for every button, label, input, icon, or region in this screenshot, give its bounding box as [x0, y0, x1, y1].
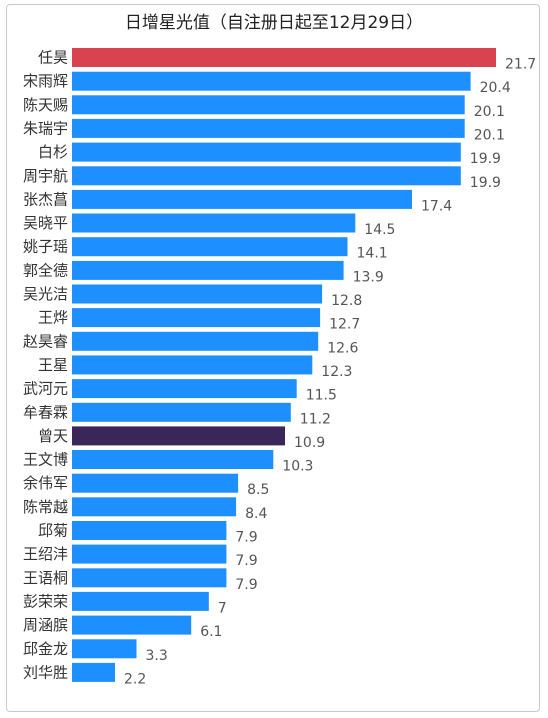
value-label-4: 19.9 — [470, 151, 501, 167]
bar-9 — [72, 260, 344, 280]
bar-20 — [72, 521, 227, 540]
category-label-0: 任昊 — [38, 49, 68, 67]
category-label-3: 朱瑞宇 — [23, 119, 68, 137]
bar-10 — [72, 284, 323, 304]
category-label-14: 武河元 — [23, 380, 68, 398]
category-label-20: 邱菊 — [38, 522, 68, 540]
category-label-25: 邱金龙 — [23, 640, 68, 658]
category-label-12: 赵昊睿 — [23, 332, 68, 350]
category-label-9: 郭全德 — [23, 261, 68, 279]
bar-21 — [72, 544, 227, 564]
bar-25 — [72, 639, 137, 659]
bar-4 — [72, 142, 461, 162]
value-label-13: 12.3 — [321, 364, 352, 380]
bar-6 — [72, 189, 412, 209]
value-label-11: 12.7 — [329, 317, 360, 333]
bar-18 — [72, 473, 239, 493]
category-label-6: 张杰菖 — [23, 190, 68, 208]
category-label-1: 宋雨辉 — [23, 72, 68, 90]
value-label-3: 20.1 — [474, 127, 505, 143]
category-label-11: 王烨 — [38, 309, 68, 327]
category-label-19: 陈常越 — [23, 498, 68, 516]
value-label-23: 7 — [218, 600, 227, 616]
value-label-24: 6.1 — [200, 624, 222, 640]
bar-2 — [72, 95, 465, 115]
value-label-1: 20.4 — [480, 80, 511, 96]
category-label-5: 周宇航 — [23, 167, 68, 185]
category-label-16: 曾天 — [38, 427, 68, 445]
value-label-12: 12.6 — [327, 340, 358, 356]
category-label-26: 刘华胜 — [23, 663, 68, 681]
bar-23 — [72, 591, 209, 611]
bar-3 — [72, 118, 465, 138]
value-label-19: 8.4 — [245, 506, 267, 522]
value-label-10: 12.8 — [331, 293, 362, 309]
bar-17 — [72, 450, 274, 469]
bar-5 — [72, 166, 461, 186]
bar-24 — [72, 615, 192, 635]
category-label-22: 王语桐 — [23, 569, 68, 587]
bar-11 — [72, 308, 321, 328]
value-label-7: 14.5 — [364, 222, 395, 238]
value-label-0: 21.7 — [505, 57, 536, 73]
value-label-18: 8.5 — [247, 482, 269, 498]
bar-26 — [72, 662, 115, 682]
category-label-2: 陈天赐 — [23, 96, 68, 114]
category-label-13: 王星 — [38, 356, 68, 374]
bar-1 — [72, 71, 471, 91]
value-label-25: 3.3 — [146, 648, 168, 664]
category-label-24: 周涵膑 — [23, 616, 68, 634]
value-label-5: 19.9 — [470, 175, 501, 191]
bar-12 — [72, 331, 319, 351]
category-label-23: 彭荣荣 — [23, 592, 68, 610]
value-label-22: 7.9 — [235, 577, 257, 593]
value-label-2: 20.1 — [474, 104, 505, 120]
value-label-9: 13.9 — [353, 269, 384, 285]
bar-15 — [72, 402, 291, 422]
category-label-8: 姚子瑶 — [23, 238, 68, 256]
bar-14 — [72, 379, 297, 399]
bar-7 — [72, 213, 356, 233]
bar-13 — [72, 355, 313, 375]
bar-16 — [72, 426, 285, 446]
value-label-26: 2.2 — [124, 671, 146, 687]
bar-8 — [72, 237, 348, 257]
chart-title: 日增星光值（自注册日起至12月29日） — [124, 13, 424, 33]
bar-19 — [72, 497, 237, 517]
value-label-17: 10.3 — [282, 459, 313, 475]
value-label-15: 11.2 — [300, 411, 331, 427]
category-label-4: 白杉 — [38, 143, 68, 161]
bar-22 — [72, 568, 227, 588]
category-label-10: 吴光洁 — [23, 285, 68, 303]
category-label-21: 王绍沣 — [23, 545, 68, 563]
category-label-15: 牟春霖 — [23, 403, 68, 421]
category-label-17: 王文博 — [23, 451, 68, 469]
value-label-6: 17.4 — [421, 198, 452, 214]
value-label-14: 11.5 — [306, 388, 337, 404]
value-label-21: 7.9 — [235, 553, 257, 569]
bar-0 — [72, 48, 496, 67]
value-label-16: 10.9 — [294, 435, 325, 451]
value-label-20: 7.9 — [235, 530, 257, 546]
value-label-8: 14.1 — [357, 246, 388, 262]
category-label-7: 吴晓平 — [23, 214, 68, 232]
category-label-18: 余伟军 — [23, 474, 68, 492]
